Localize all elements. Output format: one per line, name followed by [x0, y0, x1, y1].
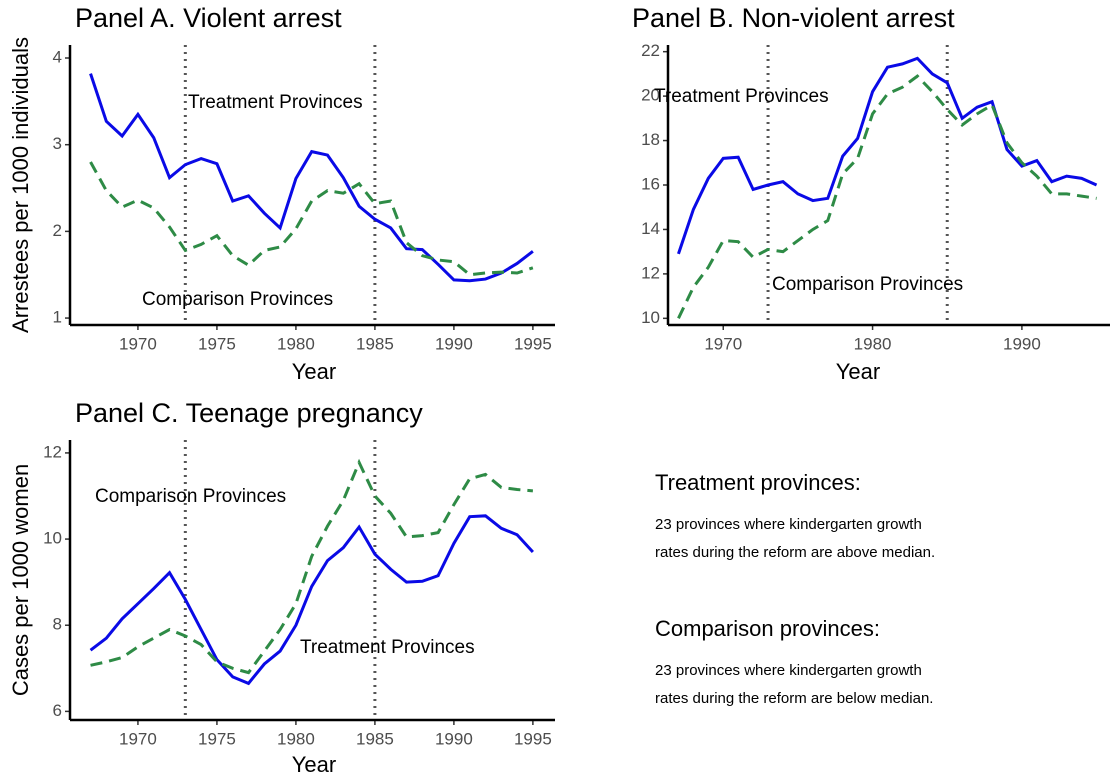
note-text: rates during the reform are below median… [655, 690, 933, 707]
x-axis-label: Year [292, 752, 336, 777]
y-tick-label: 18 [641, 130, 660, 149]
x-tick-label: 1985 [356, 729, 394, 748]
x-axis-label: Year [836, 359, 880, 384]
y-tick-label: 4 [53, 47, 62, 66]
series-line [89, 161, 534, 277]
y-tick-label: 22 [641, 41, 660, 60]
series-label: Comparison Provinces [142, 289, 333, 310]
x-tick-label: 1975 [198, 729, 236, 748]
note-text: 23 provinces where kindergarten growth [655, 662, 922, 679]
y-tick-label: 20 [641, 86, 660, 105]
series-label: Treatment Provinces [654, 86, 829, 107]
panel-title: Panel B. Non-violent arrest [632, 3, 955, 33]
y-tick-label: 12 [43, 442, 62, 461]
y-tick-label: 10 [43, 529, 62, 548]
x-tick-label: 1980 [277, 729, 315, 748]
note-text: rates during the reform are above median… [655, 544, 935, 561]
series-line [90, 458, 534, 675]
y-tick-label: 10 [641, 308, 660, 327]
y-tick-label: 8 [53, 615, 62, 634]
series-label: Comparison Provinces [95, 486, 286, 507]
series-line [89, 514, 534, 686]
y-tick-label: 6 [53, 701, 62, 720]
note-title: Comparison provinces: [655, 616, 880, 641]
series-line [677, 74, 1097, 319]
series-label: Comparison Provinces [772, 274, 963, 295]
panel-title: Panel C. Teenage pregnancy [75, 398, 423, 428]
series-line [89, 73, 534, 283]
y-tick-label: 12 [641, 263, 660, 282]
y-tick-label: 3 [53, 134, 62, 153]
x-tick-label: 1990 [1003, 334, 1041, 353]
series-label: Treatment Provinces [300, 637, 475, 658]
x-tick-label: 1990 [435, 334, 473, 353]
y-tick-label: 14 [641, 219, 660, 238]
y-axis-label: Arrestees per 1000 individuals [8, 37, 33, 333]
x-tick-label: 1980 [277, 334, 315, 353]
series-line [677, 56, 1098, 255]
x-tick-label: 1970 [119, 334, 157, 353]
x-tick-label: 1975 [198, 334, 236, 353]
panel-title: Panel A. Violent arrest [75, 3, 342, 33]
x-tick-label: 1970 [119, 729, 157, 748]
x-tick-label: 1995 [514, 729, 552, 748]
x-tick-label: 1990 [435, 729, 473, 748]
y-tick-label: 16 [641, 174, 660, 193]
x-tick-label: 1970 [704, 334, 742, 353]
y-tick-label: 1 [53, 308, 62, 327]
series-label: Treatment Provinces [188, 92, 363, 113]
note-text: 23 provinces where kindergarten growth [655, 516, 922, 533]
x-tick-label: 1995 [514, 334, 552, 353]
x-axis-label: Year [292, 359, 336, 384]
y-tick-label: 2 [53, 221, 62, 240]
note-title: Treatment provinces: [655, 470, 861, 495]
y-axis-label: Cases per 1000 women [8, 464, 33, 696]
x-tick-label: 1985 [356, 334, 394, 353]
x-tick-label: 1980 [854, 334, 892, 353]
